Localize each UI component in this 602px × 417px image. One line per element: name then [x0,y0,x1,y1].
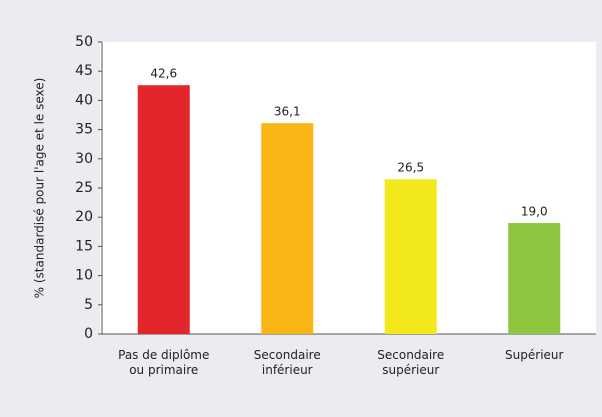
bar [261,123,314,335]
y-tick-label: 25 [75,180,93,196]
bar [137,85,190,334]
y-tick-label: 50 [75,34,93,50]
y-tick-label: 15 [75,238,93,254]
x-tick-label: Pas de diplôme ou primaire [118,348,210,377]
y-tick-label: 20 [75,209,93,225]
y-tick-label: 30 [75,151,93,167]
bar [508,223,561,334]
x-tick-label: Supérieur [505,348,564,362]
x-tick-label: Secondaire supérieur [377,348,445,377]
y-axis-label: % (standardisé pour l'age et le sexe) [33,78,47,299]
value-label: 42,6 [150,67,177,81]
y-tick-label: 45 [75,63,93,79]
y-tick-label: 10 [75,268,93,284]
bar [384,179,437,334]
y-tick-label: 5 [84,297,93,313]
y-tick-label: 35 [75,122,93,138]
value-label: 26,5 [397,161,424,175]
value-label: 36,1 [274,105,301,119]
value-label: 19,0 [521,205,548,219]
y-tick-label: 40 [75,92,93,108]
x-tick-label: Secondaire inférieur [253,348,321,377]
y-tick-label: 0 [84,326,93,342]
